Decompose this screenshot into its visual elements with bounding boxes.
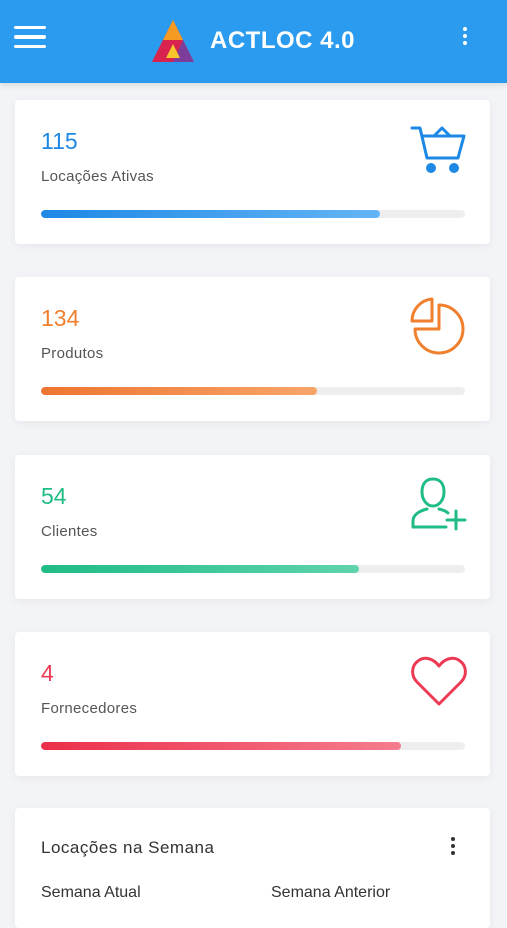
stat-value: 54	[41, 483, 67, 509]
brand: ACTLOC 4.0	[150, 18, 355, 64]
progress-fill	[41, 565, 359, 573]
stat-card-fornecedores[interactable]: 4 Fornecedores	[15, 632, 490, 776]
pie-chart-icon	[410, 297, 465, 355]
card-options-icon[interactable]	[443, 834, 463, 858]
stat-card-produtos[interactable]: 134 Produtos	[15, 277, 490, 421]
actloc-logo-icon	[152, 20, 194, 62]
stat-label: Fornecedores	[41, 700, 138, 717]
add-user-icon	[411, 477, 467, 531]
card-title: Locações na Semana	[41, 838, 215, 857]
progress-bar	[41, 742, 465, 750]
stat-card-locacoes-ativas[interactable]: 115 Locações Ativas	[15, 100, 490, 244]
progress-bar	[41, 387, 465, 395]
stat-label: Locações Ativas	[41, 168, 154, 185]
stat-label: Clientes	[41, 523, 98, 540]
stat-value: 115	[41, 128, 78, 154]
app-bar: ACTLOC 4.0	[0, 0, 507, 83]
progress-fill	[41, 210, 381, 218]
cart-icon	[410, 126, 466, 173]
progress-bar	[41, 210, 465, 218]
stat-card-clientes[interactable]: 54 Clientes	[15, 455, 490, 599]
stat-value: 134	[41, 305, 80, 331]
heart-icon	[411, 656, 467, 706]
menu-icon[interactable]	[14, 22, 50, 52]
progress-fill	[41, 742, 402, 750]
weekly-rentals-card: Locações na Semana Semana Atual Semana A…	[15, 808, 490, 928]
legend-previous-week[interactable]: Semana Anterior	[271, 884, 391, 901]
progress-bar	[41, 565, 465, 573]
more-options-icon[interactable]	[455, 24, 475, 48]
app-title: ACTLOC 4.0	[210, 27, 356, 54]
stat-value: 4	[41, 660, 54, 686]
stat-label: Produtos	[41, 345, 104, 362]
progress-fill	[41, 387, 317, 395]
legend-current-week[interactable]: Semana Atual	[41, 884, 141, 901]
